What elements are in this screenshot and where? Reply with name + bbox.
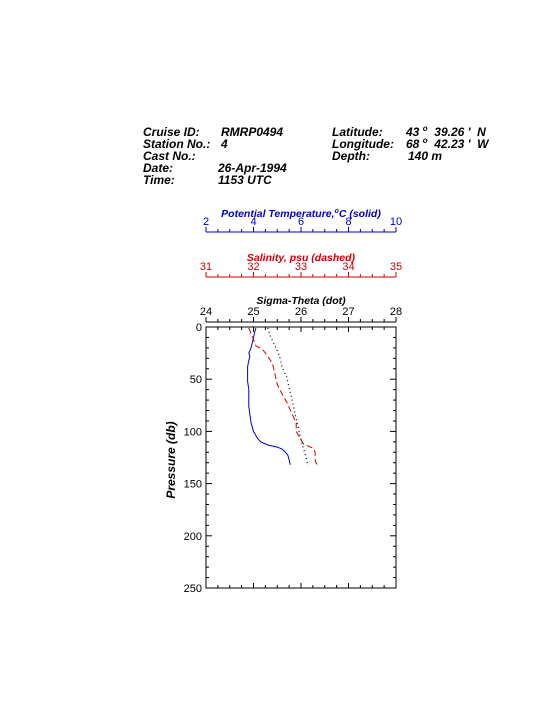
sig-profile-line: [267, 327, 309, 467]
sal-tick-label: 31: [200, 261, 212, 273]
y-tick-label: 0: [196, 322, 202, 334]
longitude-value: 68 o 42.23 ' W: [406, 136, 489, 151]
sal-tick-label: 33: [295, 261, 307, 273]
time-value: 1153 UTC: [218, 173, 272, 187]
sig-axis-title-main: Sigma-Theta (dot): [256, 295, 346, 307]
time-label: Time:: [143, 173, 175, 187]
latitude-label: Latitude:: [332, 125, 383, 139]
temp-axis-title-main: Potential Temperature,: [221, 208, 334, 220]
temp-tick-label: 10: [390, 216, 402, 228]
y-tick-label: 100: [184, 426, 202, 438]
sal-tick-label: 34: [342, 261, 354, 273]
sig-tick-label: 26: [295, 306, 307, 318]
station-value: 4: [221, 137, 228, 151]
sal-profile-line: [248, 327, 319, 467]
temp-axis-title: Potential Temperature,oC (solid): [221, 208, 381, 220]
plot-frame: [205, 326, 397, 589]
cruise-label: Cruise ID:: [143, 125, 200, 139]
temp-tick-label: 6: [298, 216, 304, 228]
sal-axis-title: Salinity, psu (dashed): [247, 252, 356, 264]
y-tick-label: 250: [184, 583, 202, 595]
latitude-value: 43 o 39.26 ' N: [406, 124, 486, 139]
series-layer: [247, 327, 319, 467]
depth-value: 140 m: [408, 149, 443, 163]
sig-tick-label: 28: [390, 306, 402, 318]
date-label: Date:: [143, 161, 174, 175]
sal-axis-title-main: Salinity, psu (dashed): [247, 252, 356, 264]
sal-tick-label: 32: [247, 261, 259, 273]
cruise-value: RMRP0494: [221, 125, 284, 139]
temp-profile-line: [247, 327, 291, 465]
cast-label: Cast No.:: [143, 149, 196, 163]
temp-tick-label: 8: [345, 216, 351, 228]
sig-tick-label: 25: [247, 306, 259, 318]
station-label: Station No.:: [143, 137, 211, 151]
y-tick-label: 200: [184, 531, 202, 543]
temp-tick-label: 4: [250, 216, 256, 228]
y-tick-label: 150: [184, 479, 202, 491]
longitude-label: Longitude:: [332, 137, 394, 151]
temp-tick-label: 2: [203, 216, 209, 228]
y-tick-label: 50: [190, 374, 202, 386]
sig-tick-label: 27: [342, 306, 354, 318]
sig-axis-title: Sigma-Theta (dot): [256, 295, 346, 307]
temp-axis-title-sup: o: [335, 208, 340, 215]
temp-axis-title-tail: C (solid): [339, 208, 381, 220]
sal-tick-label: 35: [390, 261, 402, 273]
y-axis-label: Pressure (db): [164, 421, 178, 498]
depth-label: Depth:: [332, 149, 370, 163]
sig-tick-label: 24: [200, 306, 212, 318]
date-value: 26-Apr-1994: [218, 161, 287, 175]
